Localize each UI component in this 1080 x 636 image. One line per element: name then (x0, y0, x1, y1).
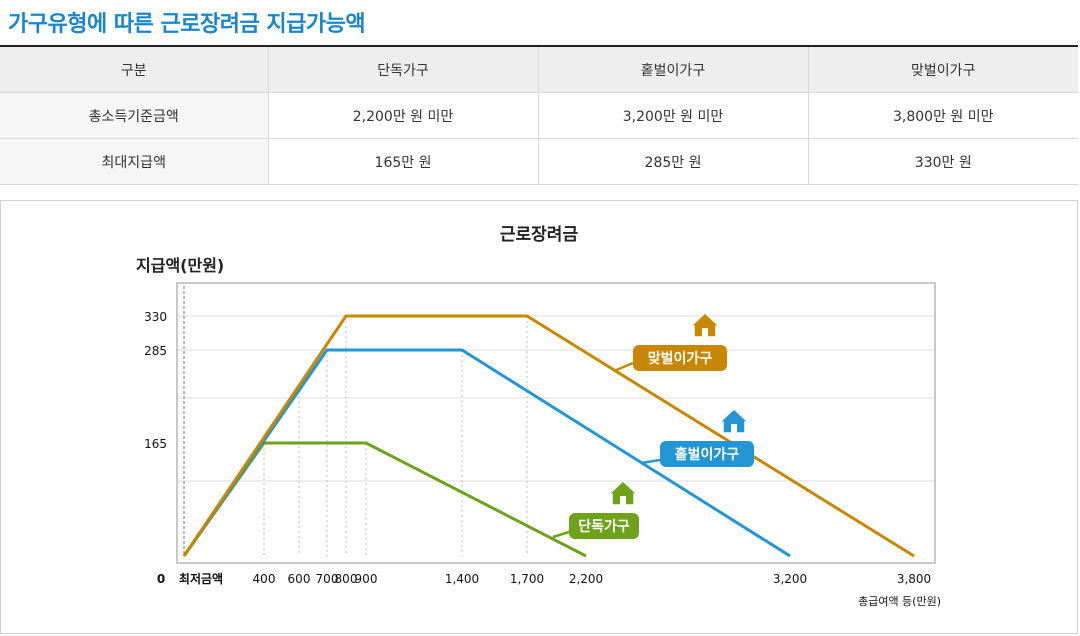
badge-pill (569, 513, 639, 539)
x-tick-label: 3,800 (897, 572, 931, 586)
table-cell: 330만 원 (808, 138, 1078, 185)
eligibility-table: 구분 단독가구 홑벌이가구 맞벌이가구 총소득기준금액 2,200만 원 미만 … (0, 45, 1078, 185)
x-tick-label: 600 (288, 572, 311, 586)
badge-pointer (640, 458, 661, 465)
series-badges: 단독가구 홑벌이가구 맞벌이가구 (552, 311, 754, 539)
x-tick-label: 1,700 (510, 572, 544, 586)
badge-pill (633, 345, 727, 371)
y-tick-label: 285 (144, 344, 167, 358)
series-badge: 홑벌이가구 (640, 407, 754, 467)
horizontal-gridlines (178, 315, 934, 482)
y-tick-label: 165 (144, 437, 167, 451)
series-badge: 단독가구 (552, 479, 639, 539)
table-cell: 285만 원 (538, 138, 809, 185)
page-title: 가구유형에 따른 근로장려금 지급가능액 (8, 12, 366, 37)
house-icon (689, 311, 721, 338)
badge-pointer (613, 361, 634, 373)
series-label: 홑벌이가구 (675, 446, 740, 463)
badge-pointer (552, 530, 570, 539)
vertical-guides (263, 316, 528, 556)
column-header: 홑벌이가구 (538, 46, 809, 93)
row-header: 총소득기준금액 (0, 92, 269, 139)
series-layer (182, 314, 915, 558)
min-wage-label: 최저금액 (179, 571, 223, 586)
table-cell: 3,800만 원 미만 (808, 92, 1078, 139)
series-label: 단독가구 (578, 518, 630, 535)
x-tick-label: 800 (335, 572, 358, 586)
x-tick-label: 2,200 (569, 572, 603, 586)
chart-title: 근로장려금 (500, 225, 579, 245)
series-badge: 맞벌이가구 (613, 311, 727, 373)
y-ticks: 165 285 330 (144, 310, 167, 451)
badge-pill (660, 441, 754, 467)
table-header-row: 구분 단독가구 홑벌이가구 맞벌이가구 (0, 46, 1078, 93)
table-cell: 165만 원 (268, 138, 539, 185)
x-tick-label: 3,200 (773, 572, 807, 586)
row-header: 최대지급액 (0, 138, 269, 185)
chart-panel: 근로장려금 지급액(만원) 165 285 330 400 600 700 800 900 1… (0, 200, 1078, 634)
series-line-1 (182, 348, 791, 558)
y-axis-label: 지급액(만원) (136, 256, 224, 275)
column-header: 맞벌이가구 (808, 46, 1078, 93)
table-cell: 2,200만 원 미만 (268, 92, 539, 139)
origin-label: 0 (157, 572, 165, 586)
x-tick-label: 400 (253, 572, 276, 586)
table-row: 최대지급액 165만 원 285만 원 330만 원 (0, 138, 1078, 185)
column-header: 구분 (0, 46, 269, 93)
x-axis-label: 총급여액 등(만원) (858, 595, 941, 608)
y-tick-label: 330 (144, 310, 167, 324)
series-label: 맞벌이가구 (648, 350, 713, 367)
house-icon (718, 407, 750, 434)
x-tick-label: 1,400 (445, 572, 479, 586)
plot-area (176, 282, 936, 564)
table-row: 총소득기준금액 2,200만 원 미만 3,200만 원 미만 3,800만 원… (0, 92, 1078, 139)
column-header: 단독가구 (268, 46, 539, 93)
series-line-2 (182, 314, 915, 558)
table-cell: 3,200만 원 미만 (538, 92, 809, 139)
house-icon (607, 479, 639, 506)
x-tick-label: 700 (316, 572, 339, 586)
x-tick-label: 900 (355, 572, 378, 586)
